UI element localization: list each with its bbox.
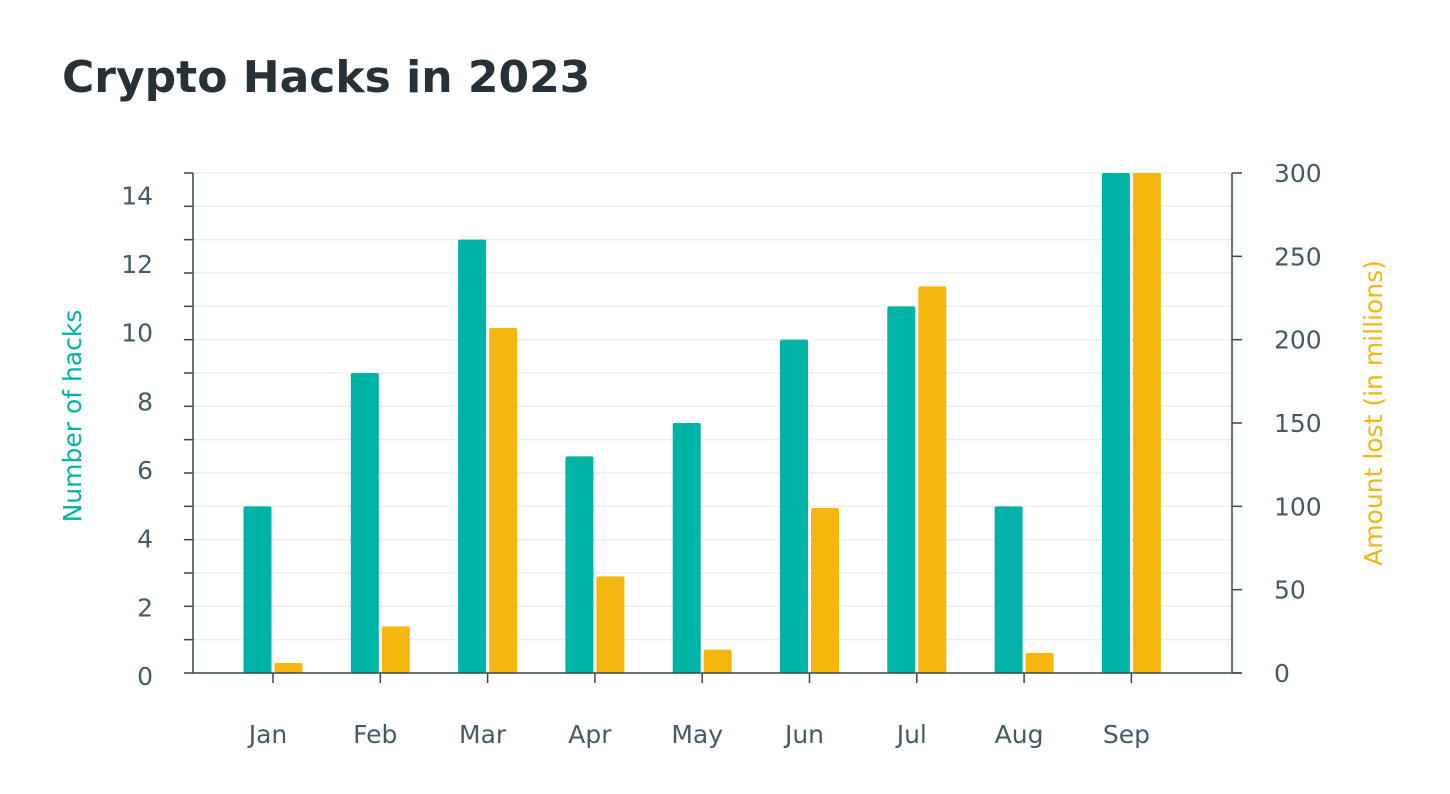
bar-hacks-feb bbox=[350, 373, 379, 673]
right-tick-label: 50 bbox=[1274, 576, 1306, 605]
x-tick-label-mar: Mar bbox=[459, 720, 507, 749]
x-tick-label-may: May bbox=[671, 720, 723, 749]
x-tick-label-sep: Sep bbox=[1103, 720, 1150, 749]
grid-lines bbox=[193, 172, 1232, 641]
axes bbox=[184, 172, 1242, 683]
bar-amount-feb bbox=[381, 626, 410, 673]
bar-hacks-may bbox=[672, 423, 701, 673]
bar-amount-may bbox=[703, 649, 732, 673]
left-axis-title: Number of hacks bbox=[58, 310, 87, 523]
x-tick-label-jul: Jul bbox=[895, 720, 927, 749]
axis-labels: 0 2 4 6 8 10 12 14 0 50 100 150 200 250 300 Jan Feb Mar Ap… bbox=[58, 159, 1388, 749]
left-tick-label: 6 bbox=[137, 456, 153, 485]
left-tick-label: 14 bbox=[121, 181, 153, 210]
left-tick-label: 8 bbox=[137, 387, 153, 416]
right-tick-label: 150 bbox=[1274, 409, 1322, 438]
bar-amount-sep bbox=[1132, 173, 1161, 673]
bar-hacks-jul bbox=[887, 306, 916, 673]
right-axis-title: Amount lost (in millions) bbox=[1359, 260, 1388, 566]
x-tick-label-jan: Jan bbox=[247, 720, 288, 749]
x-tick-label-apr: Apr bbox=[568, 720, 612, 749]
bar-hacks-sep bbox=[1101, 173, 1130, 673]
right-tick-label: 200 bbox=[1274, 326, 1322, 355]
chart-title: Crypto Hacks in 2023 bbox=[62, 52, 591, 103]
right-tick-label: 250 bbox=[1274, 242, 1322, 271]
bar-amount-jun bbox=[811, 508, 839, 673]
bar-amount-jul bbox=[918, 286, 947, 673]
bar-amount-jan bbox=[274, 663, 303, 673]
bar-amount-apr bbox=[596, 576, 625, 673]
right-tick-label: 0 bbox=[1274, 659, 1290, 688]
x-tick-label-feb: Feb bbox=[353, 720, 397, 749]
bar-hacks-mar bbox=[458, 239, 487, 673]
x-tick-label-jun: Jun bbox=[783, 720, 824, 749]
left-tick-label: 2 bbox=[137, 593, 153, 622]
bar-amount-aug bbox=[1025, 653, 1054, 673]
left-tick-label: 0 bbox=[137, 662, 153, 691]
bar-hacks-apr bbox=[565, 456, 594, 673]
right-tick-label: 100 bbox=[1274, 492, 1322, 521]
left-tick-label: 10 bbox=[121, 319, 153, 348]
left-tick-label: 12 bbox=[121, 250, 153, 279]
bar-amount-mar bbox=[489, 328, 518, 673]
x-tick-label-aug: Aug bbox=[995, 720, 1044, 749]
right-tick-label: 300 bbox=[1274, 159, 1322, 188]
left-tick-label: 4 bbox=[137, 525, 153, 554]
bars bbox=[243, 173, 1161, 673]
bar-hacks-jun bbox=[780, 339, 808, 673]
bar-hacks-aug bbox=[994, 506, 1023, 673]
bar-hacks-jan bbox=[243, 506, 272, 673]
